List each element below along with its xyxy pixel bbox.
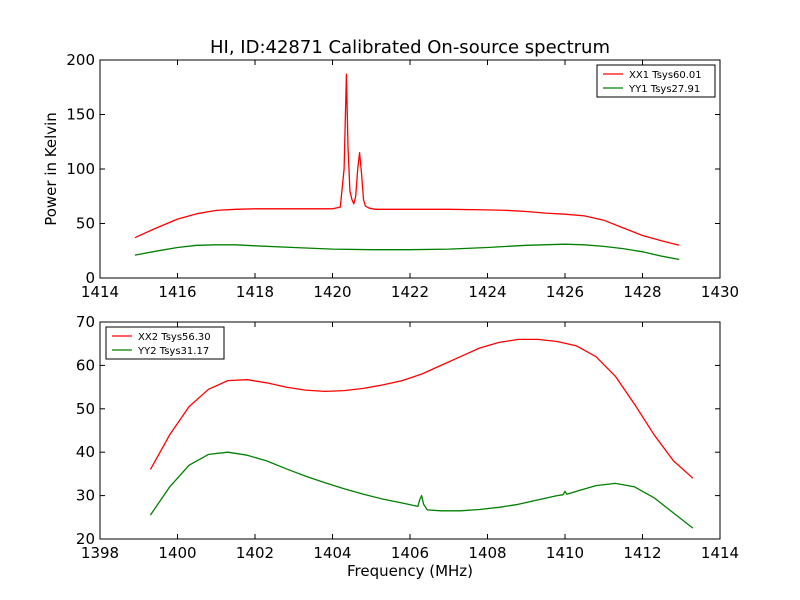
bottom-y-tick-label: 50 [76, 400, 95, 418]
top-x-tick-label: 1416 [158, 283, 196, 301]
top-legend-label-2: YY1 Tsys27.91 [628, 84, 700, 95]
top-series-line-2 [134, 243, 680, 261]
bottom-x-tick-label: 1404 [313, 544, 351, 562]
top-y-tick-label: 0 [85, 269, 95, 287]
top-legend-box [596, 64, 716, 98]
bottom-y-tick-label: 20 [76, 530, 95, 548]
bottom-x-tick-label: 1408 [468, 544, 506, 562]
top-panel: 1414 1416 1418 1420 1422 1424 1426 1428 1430 0 50 1… [66, 51, 739, 301]
top-legend-label-1: XX1 Tsys60.01 [629, 70, 702, 81]
bottom-panel: 1398 1400 1402 1404 1406 1408 1410 1412 1414 20 30… [76, 313, 739, 562]
bottom-y-tick-label: 60 [76, 356, 95, 374]
top-x-tick-label: 1420 [313, 283, 351, 301]
bottom-legend-box [105, 326, 225, 360]
bottom-x-tick-label: 1406 [391, 544, 429, 562]
top-y-tick-label: 100 [66, 160, 95, 178]
top-series-line-1 [134, 73, 680, 246]
bottom-x-tick-label: 1412 [623, 544, 661, 562]
bottom-series-line-2 [149, 451, 694, 529]
bottom-legend-label-1: XX2 Tsys56.30 [138, 332, 211, 343]
bottom-y-tick-label: 70 [76, 313, 95, 331]
top-x-tick-label: 1422 [391, 283, 429, 301]
bottom-x-tick-label: 1410 [546, 544, 584, 562]
top-y-tick-label: 150 [66, 106, 95, 124]
bottom-series-line-1 [149, 338, 694, 479]
bottom-x-tick-label: 1402 [236, 544, 274, 562]
top-x-tick-label: 1426 [546, 283, 584, 301]
x-axis-label: Frequency (MHz) [347, 562, 473, 580]
top-x-tick-label: 1430 [701, 283, 739, 301]
bottom-x-tick-label: 1398 [81, 544, 119, 562]
bottom-legend: XX2 Tsys56.30 YY2 Tsys31.17 [105, 326, 225, 360]
top-y-tick-label: 200 [66, 51, 95, 69]
bottom-x-tick-label: 1414 [701, 544, 739, 562]
y-axis-label: Power in Kelvin [42, 112, 60, 226]
bottom-x-tick-label: 1400 [158, 544, 196, 562]
chart-title: HI, ID:42871 Calibrated On-source spectr… [210, 37, 610, 58]
bottom-y-tick-label: 40 [76, 443, 95, 461]
top-x-tick-label: 1428 [623, 283, 661, 301]
bottom-legend-label-2: YY2 Tsys31.17 [137, 346, 209, 357]
top-y-tick-label: 50 [76, 215, 95, 233]
top-x-tick-label: 1424 [468, 283, 506, 301]
top-legend: XX1 Tsys60.01 YY1 Tsys27.91 [596, 64, 716, 98]
top-x-tick-label: 1414 [81, 283, 119, 301]
top-x-tick-label: 1418 [236, 283, 274, 301]
bottom-y-tick-label: 30 [76, 487, 95, 505]
